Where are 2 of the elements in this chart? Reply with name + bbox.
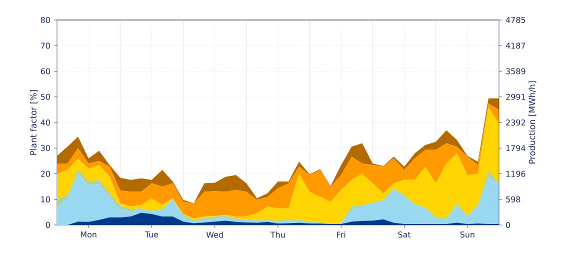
- y2-axis-title: Production [MWh/h]: [528, 81, 536, 164]
- y-axis-title: Plant factor [%]: [30, 90, 38, 155]
